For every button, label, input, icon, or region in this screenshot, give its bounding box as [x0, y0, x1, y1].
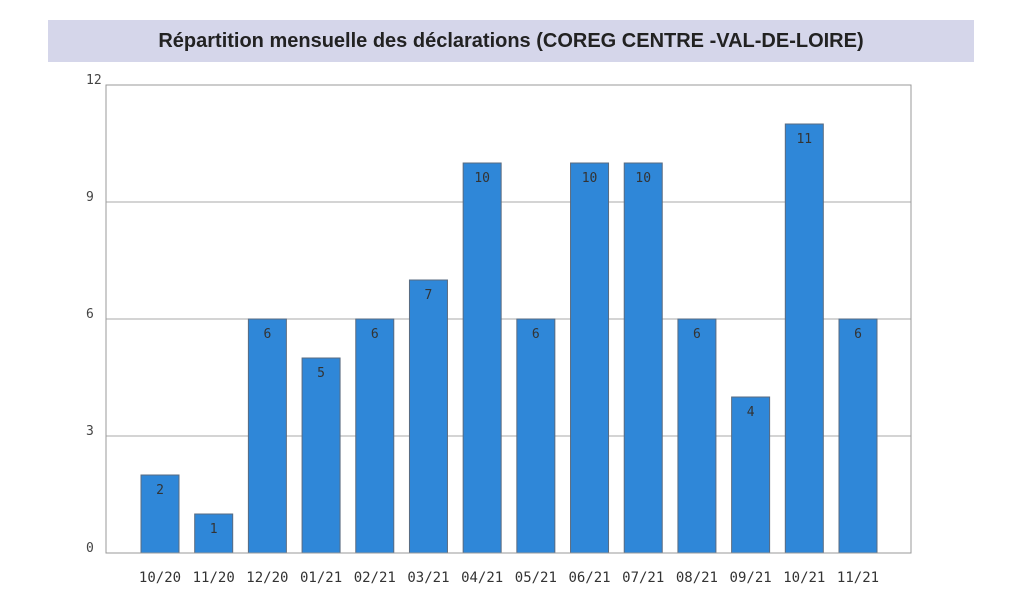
x-tick-label: 07/21 — [622, 570, 664, 586]
x-tick-label: 11/21 — [837, 570, 879, 586]
x-axis-labels: 10/20 11/20 12/20 01/21 02/21 03/21 04/21 05/21… — [139, 570, 879, 586]
bar-10-20 — [140, 474, 180, 554]
x-tick-label: 12/20 — [246, 570, 288, 586]
bar-value-label: 10 — [474, 171, 490, 186]
chart-title: Répartition mensuelle des déclarations (… — [48, 20, 974, 62]
bar-value-label: 6 — [371, 327, 379, 342]
y-tick-label: 6 — [86, 307, 94, 322]
bar-08-21 — [677, 318, 717, 554]
bar-06-21 — [570, 162, 610, 554]
bar-03-21 — [408, 279, 448, 554]
x-tick-label: 02/21 — [354, 570, 396, 586]
bar-value-label: 7 — [425, 288, 433, 303]
bar-value-label: 6 — [532, 327, 540, 342]
bar-value-label: 11 — [796, 132, 812, 147]
bar-value-label: 6 — [854, 327, 862, 342]
bar-value-label: 10 — [582, 171, 598, 186]
x-tick-label: 09/21 — [730, 570, 772, 586]
bar-value-label: 2 — [156, 483, 164, 498]
x-tick-label: 11/20 — [193, 570, 235, 586]
bar-12-20 — [247, 318, 287, 554]
y-tick-label: 12 — [86, 73, 102, 88]
bar-value-label: 6 — [263, 327, 271, 342]
bar-01-21 — [301, 357, 341, 554]
bar-value-label: 5 — [317, 366, 325, 381]
bar-05-21 — [516, 318, 556, 554]
x-tick-label: 06/21 — [568, 570, 610, 586]
x-tick-label: 04/21 — [461, 570, 503, 586]
y-tick-label: 3 — [86, 424, 94, 439]
x-tick-label: 03/21 — [407, 570, 449, 586]
y-tick-label: 9 — [86, 190, 94, 205]
x-tick-label: 10/20 — [139, 570, 181, 586]
bars: 2 1 6 5 6 7 10 6 10 10 6 4 11 6 — [140, 123, 878, 554]
bar-value-label: 1 — [210, 522, 218, 537]
bar-value-label: 4 — [747, 405, 755, 420]
x-tick-label: 01/21 — [300, 570, 342, 586]
plot-frame — [105, 84, 912, 554]
bar-02-21 — [355, 318, 395, 554]
bar-value-label: 6 — [693, 327, 701, 342]
x-tick-label: 08/21 — [676, 570, 718, 586]
bar-09-21 — [731, 396, 771, 554]
bar-10-21 — [784, 123, 824, 554]
bar-11-21 — [838, 318, 878, 554]
gridlines — [106, 201, 911, 437]
bar-07-21 — [623, 162, 663, 554]
bar-11-20 — [194, 513, 234, 554]
x-tick-label: 05/21 — [515, 570, 557, 586]
y-axis-ticks: 0 3 6 9 12 — [86, 73, 102, 556]
y-tick-label: 0 — [86, 541, 94, 556]
bar-value-label: 10 — [635, 171, 651, 186]
bar-04-21 — [462, 162, 502, 554]
x-tick-label: 10/21 — [783, 570, 825, 586]
